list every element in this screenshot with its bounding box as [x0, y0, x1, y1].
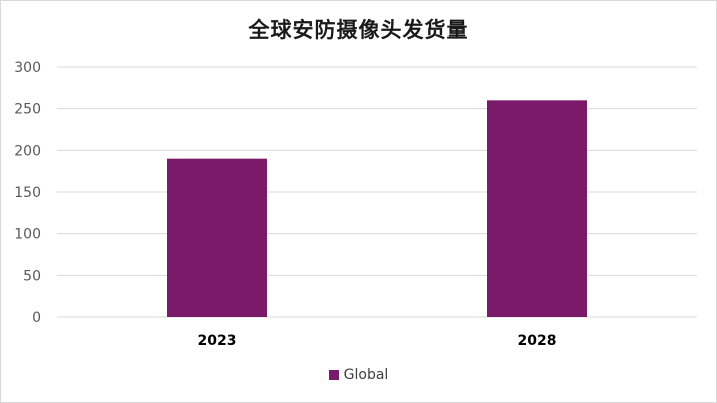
- y-tick-label: 0: [32, 310, 41, 326]
- chart-title: 全球安防摄像头发货量: [248, 18, 469, 42]
- y-tick-label: 300: [14, 60, 41, 76]
- legend-label: Global: [343, 367, 389, 383]
- y-tick-label: 50: [23, 268, 41, 284]
- bar-2023: [167, 158, 267, 317]
- bar-2028: [487, 100, 587, 317]
- y-tick-label: 200: [14, 143, 41, 159]
- x-tick-label: 2028: [518, 333, 557, 349]
- legend-swatch: [328, 370, 339, 380]
- x-tick-label: 2023: [198, 333, 237, 349]
- y-tick-label: 250: [14, 102, 41, 118]
- chart-legend: Global: [0, 367, 717, 383]
- y-tick-label: 150: [14, 185, 41, 201]
- y-tick-label: 100: [14, 227, 41, 243]
